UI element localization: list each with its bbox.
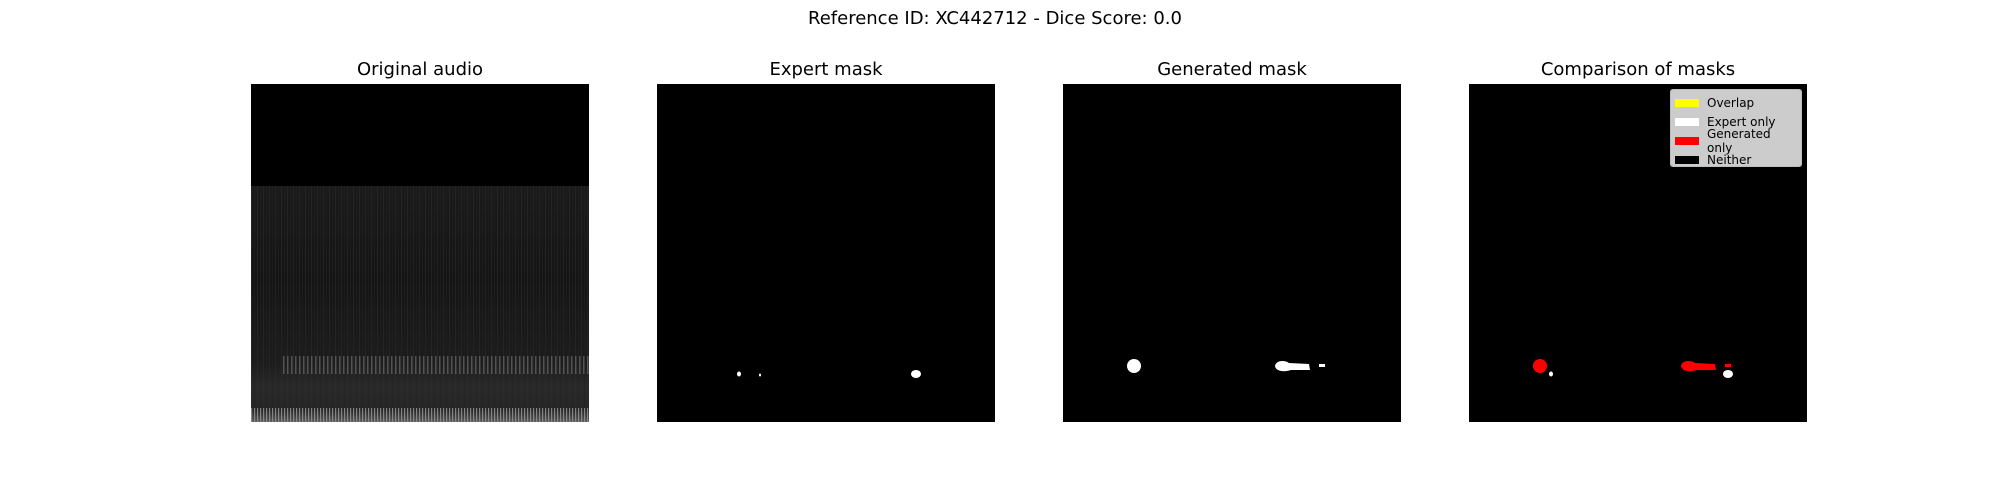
generated-mask-region bbox=[1319, 364, 1325, 367]
expert-only-region bbox=[1549, 371, 1553, 377]
legend-label: Expert only bbox=[1707, 114, 1776, 129]
legend-item-overlap: Overlap bbox=[1675, 93, 1797, 112]
legend: Overlap Expert only Generated only Neith… bbox=[1670, 89, 1802, 167]
generated-mask-region bbox=[1127, 359, 1141, 373]
panel-title-original-audio: Original audio bbox=[356, 59, 484, 80]
generated-mask-image bbox=[1127, 359, 1325, 373]
expert-mask-region bbox=[737, 371, 741, 377]
generated-mask-panel bbox=[1063, 84, 1401, 422]
panel-title-generated-mask: Generated mask bbox=[1157, 59, 1307, 80]
generated-only-region bbox=[1725, 364, 1731, 367]
legend-swatch-expert-only bbox=[1675, 117, 1699, 126]
expert-mask-image bbox=[737, 370, 921, 378]
legend-swatch-overlap bbox=[1675, 98, 1699, 107]
figure-title: Reference ID: XC442712 - Dice Score: 0.0 bbox=[808, 8, 1182, 29]
comparison-panel: Overlap Expert only Generated only Neith… bbox=[1469, 84, 1807, 422]
legend-item-expert-only: Expert only bbox=[1675, 112, 1797, 131]
legend-label: Neither bbox=[1707, 152, 1752, 167]
panel-title-expert-mask: Expert mask bbox=[769, 59, 883, 80]
legend-label: Generated only bbox=[1707, 126, 1771, 155]
spectrogram-image bbox=[251, 186, 589, 422]
panel-title-comparison: Comparison of masks bbox=[1540, 59, 1736, 80]
legend-label: Overlap bbox=[1707, 95, 1755, 110]
generated-only-region bbox=[1681, 361, 1716, 372]
expert-only-region bbox=[1723, 370, 1733, 378]
expert-mask-region bbox=[759, 373, 761, 377]
generated-only-region bbox=[1533, 359, 1547, 373]
legend-item-neither: Neither bbox=[1675, 150, 1797, 169]
legend-item-generated-only: Generated only bbox=[1675, 127, 1797, 155]
legend-swatch-generated-only bbox=[1675, 136, 1699, 145]
comparison-image bbox=[1533, 359, 1733, 378]
legend-swatch-neither bbox=[1675, 155, 1699, 164]
generated-mask-region bbox=[1275, 361, 1310, 372]
expert-mask-region bbox=[911, 370, 921, 378]
expert-mask-panel bbox=[657, 84, 995, 422]
spectrogram-panel bbox=[251, 84, 589, 422]
